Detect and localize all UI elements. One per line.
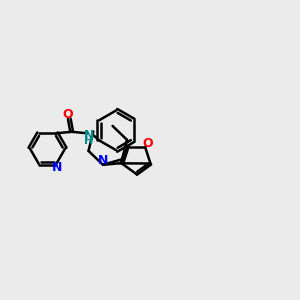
Text: N: N <box>52 161 63 174</box>
Text: N: N <box>84 129 94 142</box>
Text: O: O <box>142 137 153 150</box>
Text: H: H <box>84 136 94 146</box>
Text: N: N <box>98 154 109 167</box>
Text: O: O <box>63 108 74 121</box>
